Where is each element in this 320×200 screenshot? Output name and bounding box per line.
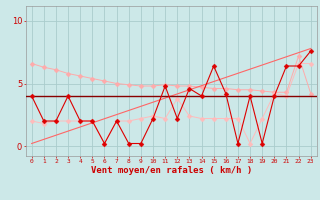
X-axis label: Vent moyen/en rafales ( km/h ): Vent moyen/en rafales ( km/h ) (91, 166, 252, 175)
